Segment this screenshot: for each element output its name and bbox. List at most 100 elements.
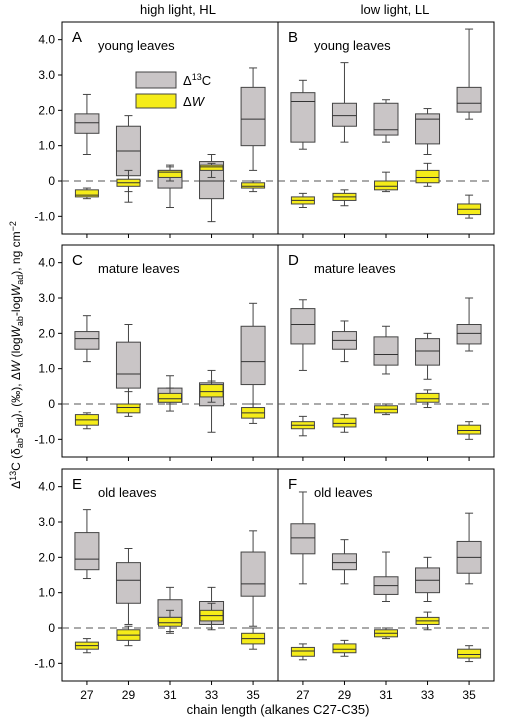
box-dw [290, 415, 315, 437]
box-d13c [331, 62, 357, 143]
box-d13c [456, 297, 482, 352]
box-dw [241, 403, 266, 424]
x-tick-label: 31 [163, 688, 177, 702]
box-dw [415, 389, 440, 409]
box-dw [199, 602, 224, 625]
box-iqr [74, 532, 100, 571]
legend-label-d13c: Δ13C [183, 72, 211, 88]
x-tick-label: 35 [462, 688, 476, 702]
panel-label: B [288, 29, 298, 46]
box-iqr [241, 182, 266, 189]
box-dw [374, 171, 398, 193]
box-d13c [290, 491, 316, 585]
y-axis-label: Δ13C (δab-δad), (‰), ΔW (logWab-logWad),… [8, 221, 25, 489]
box-dw [374, 627, 398, 640]
x-tick-label: 27 [296, 688, 310, 702]
box-iqr [240, 86, 266, 147]
y-tick-label: 0 [48, 397, 55, 411]
box-d13c [74, 509, 100, 580]
box-dw [457, 645, 482, 663]
legend-label-dw: ΔW [183, 94, 206, 109]
y-tick-label: 3.0 [38, 291, 55, 305]
box-iqr [74, 331, 100, 350]
x-tick-label: 33 [205, 688, 219, 702]
panel-f: 27 29 31 33 35 F old leaves [277, 468, 495, 702]
box-iqr [415, 392, 440, 403]
box-iqr [290, 308, 316, 345]
y-tick-label: 2.0 [38, 326, 55, 340]
y-tick-label: 4.0 [38, 33, 55, 47]
panel-subtitle: young leaves [314, 38, 391, 53]
col-title-hl: high light, HL [140, 2, 216, 17]
panel-label: C [72, 252, 83, 269]
box-dw [332, 639, 357, 657]
box-dw [158, 609, 182, 633]
box-d13c [240, 67, 266, 171]
box-d13c [373, 99, 399, 143]
box-dw [158, 387, 182, 405]
y-tick-label: -1.0 [34, 656, 55, 670]
box-iqr [331, 553, 357, 571]
box-iqr [199, 384, 224, 398]
box-iqr [373, 102, 399, 136]
x-axis-label: chain length (alkanes C27-C35) [187, 702, 370, 717]
box-iqr [240, 325, 266, 386]
y-tick-label: -1.0 [34, 432, 55, 446]
box-iqr [199, 164, 224, 171]
box-d13c [240, 530, 266, 627]
panel-subtitle: old leaves [314, 485, 373, 500]
box-iqr [158, 169, 182, 178]
box-iqr [158, 616, 182, 627]
box-d13c [74, 315, 100, 363]
box-d13c [415, 332, 441, 380]
box-dw [415, 611, 440, 631]
box-dw [332, 189, 357, 207]
box-iqr [74, 113, 100, 134]
box-d13c [373, 325, 399, 375]
box-dw [457, 194, 482, 219]
box-dw [332, 414, 357, 433]
box-iqr [290, 646, 315, 657]
box-iqr [415, 169, 440, 184]
box-d13c [115, 548, 141, 625]
box-iqr [115, 341, 141, 389]
box-dw [116, 625, 141, 647]
box-dw [116, 391, 141, 417]
box-d13c [331, 320, 357, 363]
box-dw [290, 643, 315, 661]
legend-swatch-dw [135, 93, 177, 109]
y-tick-label: 0 [48, 621, 55, 635]
box-d13c [415, 556, 441, 602]
box-iqr [415, 338, 441, 366]
x-tick-label: 35 [246, 688, 260, 702]
box-iqr [457, 648, 482, 659]
panel-subtitle: old leaves [98, 485, 157, 500]
y-tick-label: 1.0 [38, 586, 55, 600]
y-tick-label: 2.0 [38, 550, 55, 564]
box-dw [158, 166, 182, 182]
box-d13c [373, 551, 399, 602]
box-iqr [290, 523, 316, 555]
box-iqr [332, 643, 357, 654]
panel-subtitle: mature leaves [98, 261, 180, 276]
legend-swatch-d13c [135, 71, 177, 89]
box-iqr [290, 92, 316, 143]
panel-a: 4.0 3.0 2.0 1.0 0 -1.0 A young leaves [34, 21, 279, 238]
box-d13c [115, 115, 141, 193]
box-iqr [373, 336, 399, 366]
x-tick-label: 27 [80, 688, 94, 702]
box-iqr [115, 562, 141, 604]
panel-label: E [72, 476, 82, 493]
x-tick-label: 33 [421, 688, 435, 702]
box-dw [74, 187, 99, 200]
y-tick-label: 3.0 [38, 515, 55, 529]
box-dw [74, 412, 99, 430]
box-dw [457, 421, 482, 440]
box-d13c [240, 302, 266, 412]
box-iqr [158, 392, 182, 403]
box-iqr [331, 102, 357, 127]
